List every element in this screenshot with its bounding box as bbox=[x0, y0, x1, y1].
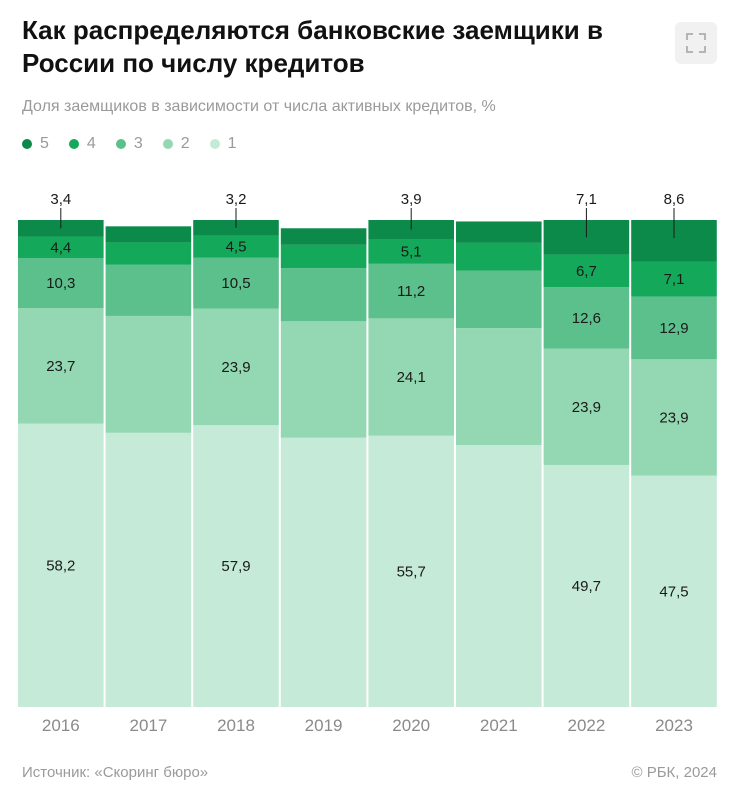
bar-segment-2016-4 bbox=[18, 236, 104, 258]
bar-segment-2020-1 bbox=[368, 435, 454, 707]
legend-label-5: 5 bbox=[40, 135, 49, 152]
bar-segment-2019-3 bbox=[280, 268, 367, 322]
bar-segment-2019-2 bbox=[280, 321, 367, 438]
x-tick-label-2023: 2023 bbox=[655, 716, 693, 735]
data-label-2020-5: 3,9 bbox=[401, 191, 422, 208]
bar-segment-2023-1 bbox=[631, 475, 717, 707]
bar-segment-2017-5 bbox=[105, 226, 192, 243]
bar-segment-2021-3 bbox=[456, 270, 542, 329]
data-label-2018-1: 57,9 bbox=[221, 558, 250, 575]
bar-segment-2021-1 bbox=[456, 444, 542, 707]
x-tick-label-2021: 2021 bbox=[480, 716, 518, 735]
bar-segment-2017-3 bbox=[105, 264, 192, 316]
legend-item-4: 4 bbox=[68, 135, 96, 153]
x-tick-label-2020: 2020 bbox=[392, 716, 430, 735]
legend-label-3: 3 bbox=[133, 135, 143, 152]
legend-swatch-5 bbox=[22, 139, 32, 149]
data-label-2022-1: 49,7 bbox=[572, 578, 601, 595]
data-label-2023-1: 47,5 bbox=[659, 583, 688, 600]
data-label-2018-4: 4,5 bbox=[226, 239, 247, 256]
bar-segment-2020-4 bbox=[368, 238, 454, 264]
legend-item-3: 3 bbox=[115, 135, 143, 153]
chart-subtitle: Доля заемщиков в зависимости от числа ак… bbox=[22, 98, 496, 115]
legend-label-4: 4 bbox=[86, 135, 96, 152]
x-tick-label-2017: 2017 bbox=[129, 716, 167, 735]
legend-swatch-1 bbox=[209, 139, 220, 149]
data-label-2022-2: 23,9 bbox=[572, 399, 601, 416]
data-label-2016-5: 3,4 bbox=[50, 191, 71, 208]
expand-icon bbox=[686, 33, 706, 53]
x-tick-label-2016: 2016 bbox=[42, 716, 80, 735]
data-label-2016-4: 4,4 bbox=[50, 239, 71, 256]
expand-button[interactable] bbox=[675, 22, 717, 64]
bar-segment-2017-1 bbox=[105, 432, 192, 707]
data-label-2018-2: 23,9 bbox=[221, 359, 250, 376]
data-label-2023-5: 8,6 bbox=[664, 191, 685, 208]
data-label-2023-4: 7,1 bbox=[664, 271, 685, 288]
data-label-2023-3: 12,9 bbox=[659, 320, 688, 337]
data-label-2022-4: 6,7 bbox=[576, 263, 597, 280]
stacked-bar-chart: 58,2 23,7 10,3 4,4 3,4 2016 2017 57,9 23,9 10,5 4,… bbox=[18, 191, 717, 735]
data-label-2023-2: 23,9 bbox=[659, 409, 688, 426]
source-note: Источник: «Скоринг бюро» bbox=[22, 764, 209, 781]
legend-item-1: 1 bbox=[209, 135, 237, 153]
data-label-2020-2: 24,1 bbox=[397, 369, 426, 386]
bar-segment-2023-3 bbox=[631, 296, 717, 360]
legend-label-1: 1 bbox=[227, 135, 237, 152]
data-label-2016-2: 23,7 bbox=[46, 358, 75, 375]
bar-segment-2021-5 bbox=[456, 221, 542, 243]
bar-segment-2017-4 bbox=[105, 242, 192, 265]
legend-swatch-3 bbox=[115, 139, 126, 149]
bar-segment-2020-2 bbox=[368, 318, 454, 436]
legend: 5 4 3 2 1 bbox=[22, 134, 257, 154]
bar-segment-2018-1 bbox=[193, 425, 279, 707]
bar-segment-2017-2 bbox=[105, 315, 192, 433]
legend-swatch-2 bbox=[162, 139, 173, 149]
bar-segment-2022-1 bbox=[543, 464, 630, 707]
bar-segment-2018-2 bbox=[193, 308, 279, 426]
data-label-2020-4: 5,1 bbox=[401, 243, 422, 260]
bar-segment-2022-3 bbox=[543, 287, 630, 349]
bar-segment-2021-4 bbox=[456, 242, 542, 271]
chart-title: Как распределяются банковские заемщики в… bbox=[22, 15, 603, 78]
data-label-2016-3: 10,3 bbox=[46, 275, 75, 292]
x-tick-label-2018: 2018 bbox=[217, 716, 255, 735]
data-label-2022-5: 7,1 bbox=[576, 191, 597, 208]
bar-segment-2019-1 bbox=[280, 437, 367, 707]
legend-item-2: 2 bbox=[162, 135, 190, 153]
copyright-note: © РБК, 2024 bbox=[631, 764, 717, 781]
bar-segment-2022-2 bbox=[543, 348, 630, 465]
bar-segment-2023-4 bbox=[631, 261, 717, 297]
bar-segment-2016-2 bbox=[18, 308, 104, 424]
bar-segment-2016-1 bbox=[18, 423, 104, 707]
x-tick-label-2022: 2022 bbox=[567, 716, 605, 735]
bar-segment-2020-3 bbox=[368, 263, 454, 319]
legend-item-5: 5 bbox=[22, 135, 49, 153]
data-label-2020-3: 11,2 bbox=[397, 283, 425, 300]
bar-segment-2021-2 bbox=[456, 328, 542, 445]
data-label-2016-1: 58,2 bbox=[46, 557, 75, 574]
bar-segment-2023-2 bbox=[631, 359, 717, 476]
data-label-2018-5: 3,2 bbox=[226, 191, 247, 208]
legend-swatch-4 bbox=[68, 139, 79, 149]
bar-segment-2019-5 bbox=[280, 228, 367, 245]
bar-segment-2016-3 bbox=[18, 257, 104, 309]
x-tick-label-2019: 2019 bbox=[305, 716, 343, 735]
legend-label-2: 2 bbox=[180, 135, 190, 152]
bar-segment-2019-4 bbox=[280, 244, 367, 269]
data-label-2020-1: 55,7 bbox=[397, 563, 426, 580]
bar-segment-2018-3 bbox=[193, 257, 279, 309]
bar-segment-2018-4 bbox=[193, 235, 279, 258]
bar-segment-2022-4 bbox=[543, 254, 630, 288]
data-label-2018-3: 10,5 bbox=[221, 275, 250, 292]
data-label-2022-3: 12,6 bbox=[572, 310, 601, 327]
